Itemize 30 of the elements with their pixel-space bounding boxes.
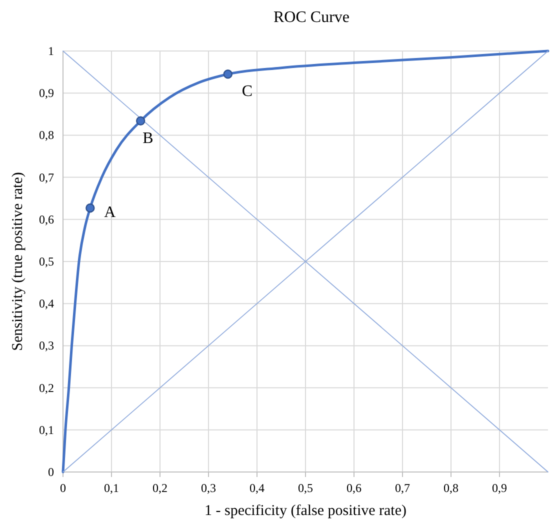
- annotation: C: [242, 83, 253, 100]
- point: [86, 203, 95, 213]
- y-tick-label: 0: [48, 465, 54, 479]
- y-tick-label: 1: [48, 44, 54, 58]
- x-tick-label: 0,2: [152, 481, 168, 495]
- y-tick-label: 0,6: [39, 212, 54, 226]
- y-tick-label: 0,3: [39, 338, 54, 353]
- annotation: B: [142, 130, 154, 147]
- point: [136, 116, 146, 126]
- x-tick-label: 0,4: [250, 481, 264, 495]
- y-tick-label: 0,9: [39, 86, 54, 100]
- y-tick-label: 0,7: [39, 170, 54, 184]
- point: [223, 70, 232, 79]
- x-tick-label: 0,5: [298, 481, 313, 495]
- x-tick-label: 0,3: [201, 481, 216, 495]
- x-tick-label: 0,9: [492, 481, 507, 495]
- y-tick-label: 0,5: [39, 254, 54, 268]
- y-tick-label: 0,2: [39, 380, 54, 395]
- annotation: A: [104, 204, 116, 222]
- x-axis-title: 1 - specificity (false positive rate): [204, 503, 407, 519]
- y-axis-title: Sensitivity (true positive rate): [10, 172, 26, 351]
- chart-title: ROC Curve: [274, 9, 350, 26]
- x-tick-label: 0,6: [346, 481, 362, 495]
- y-tick-label: 0,1: [39, 422, 54, 437]
- x-tick-label: 0,7: [395, 481, 410, 495]
- x-tick-label: 0,8: [444, 481, 458, 495]
- y-tick-label: 0,8: [39, 128, 54, 142]
- y-tick-label: 0,4: [39, 296, 54, 311]
- x-tick-label: 0: [60, 481, 66, 495]
- x-tick-label: 0,1: [104, 481, 119, 495]
